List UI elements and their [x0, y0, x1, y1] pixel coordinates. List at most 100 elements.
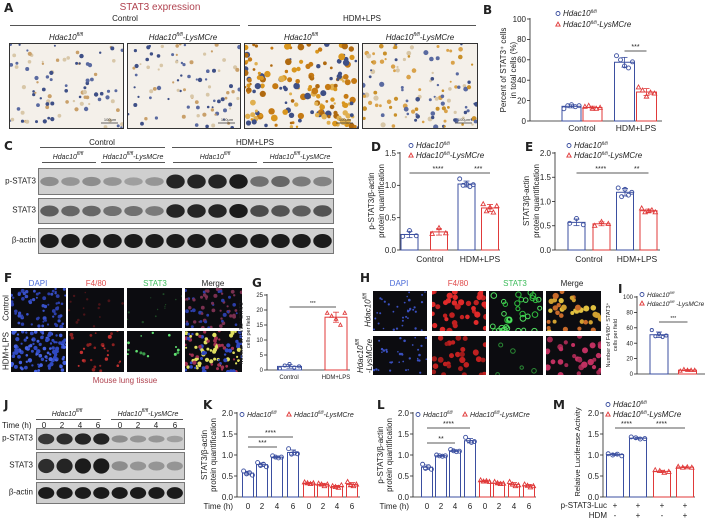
data-point: [643, 93, 650, 99]
bar: [567, 221, 586, 251]
data-point: [561, 106, 567, 112]
significance-label: ****: [621, 421, 632, 428]
blot-band: [56, 487, 73, 499]
blot-band: [111, 487, 128, 499]
data-point: [491, 478, 498, 484]
data-point: [241, 468, 247, 474]
data-point: [566, 143, 572, 148]
y-tick-label: 1.0: [588, 451, 600, 460]
image-texture: [68, 291, 124, 328]
blot-band: [292, 176, 311, 187]
data-point: [477, 476, 484, 483]
blot-band: [129, 461, 147, 471]
data-point: [639, 300, 645, 306]
image-texture: [495, 342, 537, 375]
chart-d: 0.0 0.5 1.0 1.5 p-STAT3/β-actin protein quant…: [367, 141, 501, 264]
y-tick-label: 100: [623, 295, 634, 301]
blot-row-label: STAT3: [12, 205, 36, 215]
data-point: [585, 102, 592, 108]
blot-band: [313, 234, 332, 248]
legend-label: Hdac10fl/fl: [416, 141, 451, 150]
legend-label: Hdac10fl/fl: [574, 141, 609, 150]
data-point: [273, 454, 278, 460]
data-point: [515, 481, 522, 488]
y-tick-label: 100: [513, 15, 527, 24]
significance-label: **: [634, 166, 640, 173]
blot-beta-actin: [38, 228, 334, 254]
blot-band: [187, 234, 206, 248]
data-point: [261, 461, 266, 467]
y-tick-label: 0.5: [588, 472, 600, 481]
x-tick-label: 0: [246, 502, 251, 511]
panel-letter-m: M: [553, 398, 565, 412]
blot-band: [82, 234, 101, 248]
blot-p-stat3: [38, 168, 334, 195]
data-point: [487, 203, 493, 210]
bar: [457, 183, 476, 251]
data-point: [651, 90, 658, 96]
blot-band: [103, 205, 122, 217]
significance-label: ****: [265, 430, 276, 437]
blot-band: [103, 234, 122, 248]
blot-band: [40, 234, 59, 248]
bar: [331, 486, 343, 498]
data-point: [493, 202, 500, 209]
data-point: [614, 53, 619, 59]
time-label: 6: [172, 421, 178, 430]
panel-c-group-control: Control: [89, 138, 115, 147]
data-point: [292, 450, 297, 456]
data-point: [407, 228, 412, 234]
data-point: [635, 84, 642, 90]
data-point: [437, 453, 442, 459]
data-point: [451, 448, 456, 454]
blot-band: [148, 461, 165, 471]
data-point: [324, 310, 330, 315]
data-point: [415, 412, 421, 417]
blot-bands: [40, 234, 332, 248]
blot-band: [148, 435, 165, 443]
data-point: [652, 208, 659, 215]
data-point: [679, 464, 686, 470]
chart-i: 0 20 40 60 80 100 Number of F4/80⁺ STAT3⁺ cells…: [605, 290, 705, 378]
condition-sign: -: [661, 511, 664, 520]
blot-row-label: STAT3: [9, 460, 33, 470]
blot-band: [145, 234, 164, 248]
blot-band: [56, 433, 73, 445]
data-point: [278, 454, 284, 460]
data-point: [344, 478, 351, 484]
y-axis-label: protein quantification: [532, 164, 541, 238]
y-tick-label: 25: [256, 293, 263, 299]
bar: [464, 440, 476, 498]
data-point: [307, 480, 314, 487]
fluor-image: [489, 291, 543, 331]
y-tick-label: 20: [517, 96, 526, 105]
fluor-image: [127, 331, 182, 372]
data-point: [353, 481, 360, 487]
blot-bands: [40, 174, 332, 189]
bar: [582, 107, 603, 122]
fluor-image: [68, 288, 124, 328]
data-point: [597, 104, 604, 110]
significance-label: ****: [656, 421, 667, 428]
bar: [430, 231, 448, 251]
image-texture: [373, 291, 426, 331]
blot-band: [187, 174, 206, 189]
genotype-label-ko: Hdac10fl/fl-LysMCre: [102, 151, 164, 161]
y-tick-label: 1.5: [385, 149, 397, 158]
data-point: [471, 439, 477, 445]
fluor-image: [185, 288, 242, 328]
group-divider: [248, 25, 476, 26]
data-point: [647, 89, 654, 95]
data-point: [566, 152, 572, 158]
y-axis-label: cells per field: [613, 319, 619, 351]
blot-band: [40, 205, 59, 217]
data-point: [400, 233, 406, 239]
y-axis-label: protein quantification: [377, 164, 386, 238]
data-point: [681, 366, 687, 372]
data-point: [500, 480, 507, 486]
row-label-wt: Hdac10fl/fl: [362, 293, 373, 327]
data-point: [656, 331, 662, 337]
y-tick-label: 0.5: [385, 213, 397, 222]
y-tick-label: 1.5: [222, 430, 234, 439]
y-tick-label: 0: [522, 117, 527, 126]
